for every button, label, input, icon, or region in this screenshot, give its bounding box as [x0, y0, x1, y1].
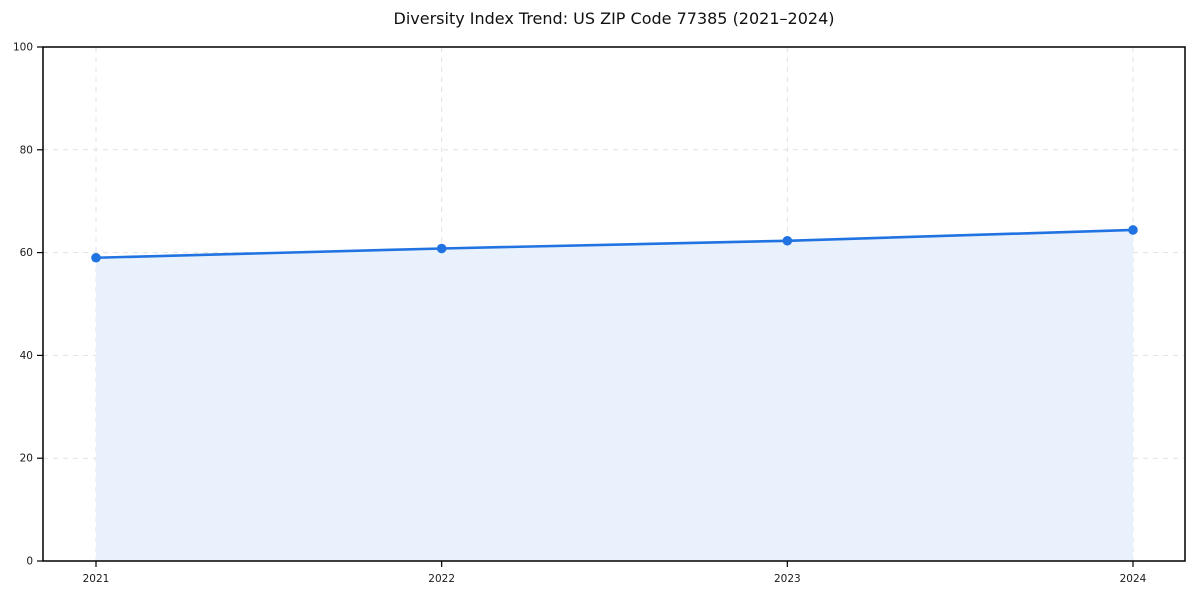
data-point-2023	[782, 235, 793, 246]
chart-title: Diversity Index Trend: US ZIP Code 77385…	[393, 9, 835, 28]
y-tick-label: 100	[13, 42, 33, 54]
area-fill	[96, 229, 1133, 561]
y-tick-label: 40	[20, 350, 33, 362]
y-tick-label: 80	[20, 144, 33, 156]
data-point-2024	[1128, 225, 1138, 235]
data-point-2021	[91, 252, 101, 263]
x-tick-label: 2024	[1120, 573, 1147, 585]
y-tick-label: 0	[26, 556, 33, 568]
x-tick-label: 2022	[428, 573, 455, 585]
plot-border	[42, 46, 1186, 562]
x-tick-label: 2023	[774, 573, 801, 585]
x-tick-label: 2021	[83, 573, 110, 585]
y-tick-label: 20	[20, 453, 33, 465]
trend-line	[94, 228, 1135, 260]
y-tick-label: 60	[20, 247, 33, 259]
data-point-2022	[436, 243, 447, 254]
